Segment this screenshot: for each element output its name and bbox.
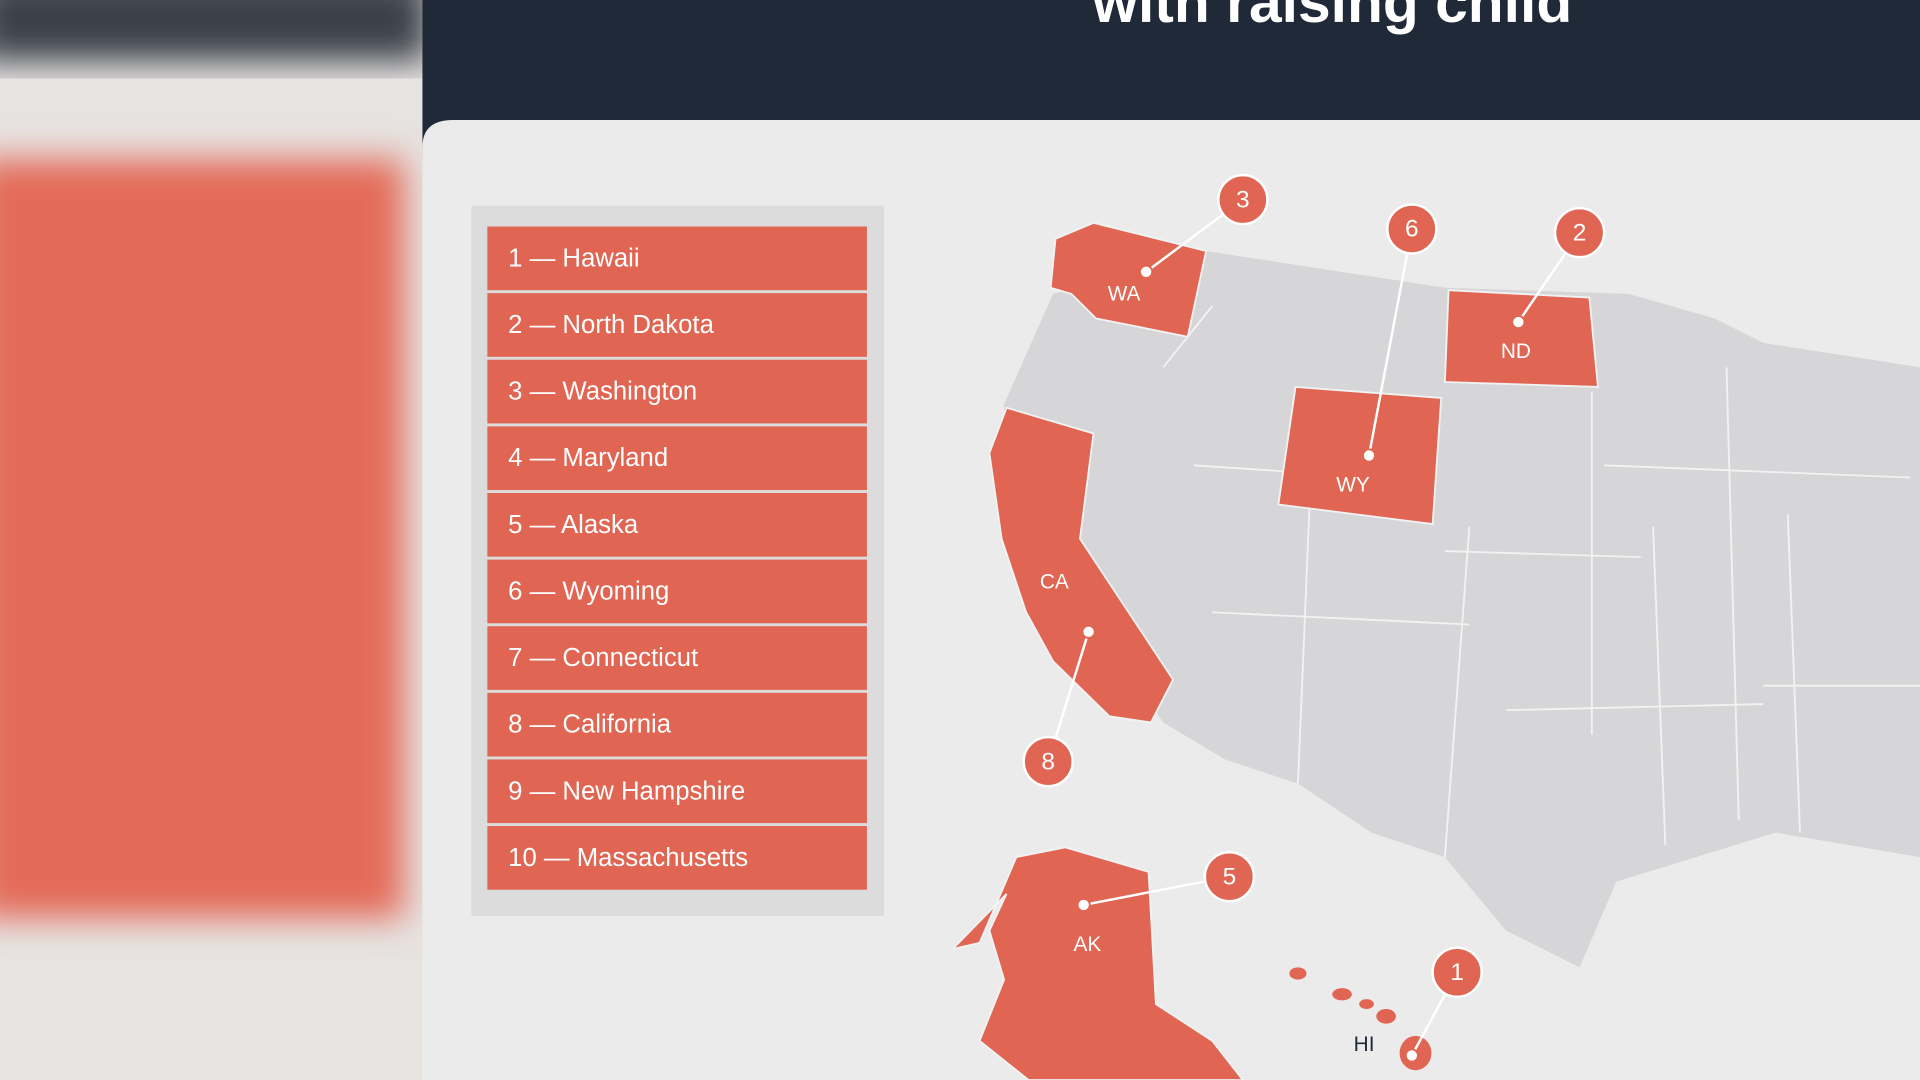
state-shape bbox=[1277, 385, 1443, 526]
marker-dot bbox=[1139, 264, 1154, 279]
ranking-item bbox=[487, 692, 867, 757]
island bbox=[1359, 999, 1374, 1009]
marker-dot bbox=[1511, 315, 1526, 330]
state-shape bbox=[1049, 221, 1208, 338]
ranking-item bbox=[487, 293, 867, 357]
marker-circle bbox=[1203, 851, 1256, 903]
ranking-text: 2 — North Dakota bbox=[508, 311, 714, 339]
state-abbr: HI bbox=[1354, 1033, 1375, 1056]
marker-dot bbox=[1361, 448, 1377, 463]
ranking-item bbox=[487, 492, 867, 557]
ranking-text: 4 — Maryland bbox=[508, 444, 668, 472]
marker-number: 6 bbox=[1405, 216, 1419, 243]
ranking-text: 5 — Alaska bbox=[508, 511, 639, 539]
state-abbr: WA bbox=[1108, 283, 1141, 306]
ranking-text: 9 — New Hampshire bbox=[508, 777, 745, 805]
ranking-item bbox=[487, 759, 867, 824]
marker-number: 5 bbox=[1223, 863, 1237, 890]
marker-number: 3 bbox=[1236, 186, 1250, 213]
state-shape bbox=[1443, 289, 1599, 388]
island bbox=[1289, 967, 1307, 980]
marker-dot bbox=[1081, 624, 1096, 639]
ranking-item bbox=[487, 826, 867, 890]
state-abbr: AK bbox=[1073, 933, 1101, 956]
ranking-list: 1 — Hawaii 2 — North Dakota 3 — Washington… bbox=[487, 226, 867, 890]
marker-dot bbox=[1076, 897, 1091, 912]
ranking-item bbox=[487, 559, 867, 624]
marker-circle bbox=[1386, 203, 1438, 255]
highlighted-states: WA 3 ND 2 WY 6 CA 8 AK 5 HI 1 bbox=[949, 173, 1606, 1080]
island bbox=[1332, 988, 1352, 1001]
ranking-item bbox=[487, 626, 867, 690]
header-title: with raising child bbox=[1091, 0, 1572, 35]
marker-dot bbox=[1404, 1048, 1419, 1063]
ranking-text: 10 — Massachusetts bbox=[508, 844, 748, 872]
marker-circle bbox=[1431, 946, 1483, 998]
state-shape bbox=[988, 406, 1175, 724]
ranking-item bbox=[487, 426, 867, 491]
state-shape bbox=[949, 846, 1245, 1080]
ranking-item bbox=[487, 359, 867, 424]
marker-circle bbox=[1022, 735, 1074, 788]
ranking-text: 3 — Washington bbox=[508, 378, 697, 406]
marker-circle bbox=[1553, 206, 1606, 259]
state-abbr: ND bbox=[1501, 340, 1531, 363]
leader-line bbox=[1367, 228, 1414, 456]
ranking-text: 6 — Wyoming bbox=[508, 577, 669, 605]
blurred-side bbox=[0, 0, 429, 1080]
island bbox=[1376, 1008, 1396, 1024]
marker-number: 8 bbox=[1041, 748, 1055, 775]
ranking-text: 7 — Connecticut bbox=[508, 644, 698, 672]
ranking-text: 1 — Hawaii bbox=[508, 244, 639, 272]
marker-number: 1 bbox=[1450, 959, 1464, 986]
marker-number: 2 bbox=[1573, 219, 1587, 246]
ranking-text: 8 — California bbox=[508, 711, 672, 739]
us-mainland bbox=[1004, 251, 1920, 968]
marker-circle bbox=[1217, 173, 1269, 226]
state-abbr: CA bbox=[1040, 570, 1069, 593]
state-abbr: WY bbox=[1336, 474, 1370, 497]
ranking-item bbox=[487, 226, 867, 291]
